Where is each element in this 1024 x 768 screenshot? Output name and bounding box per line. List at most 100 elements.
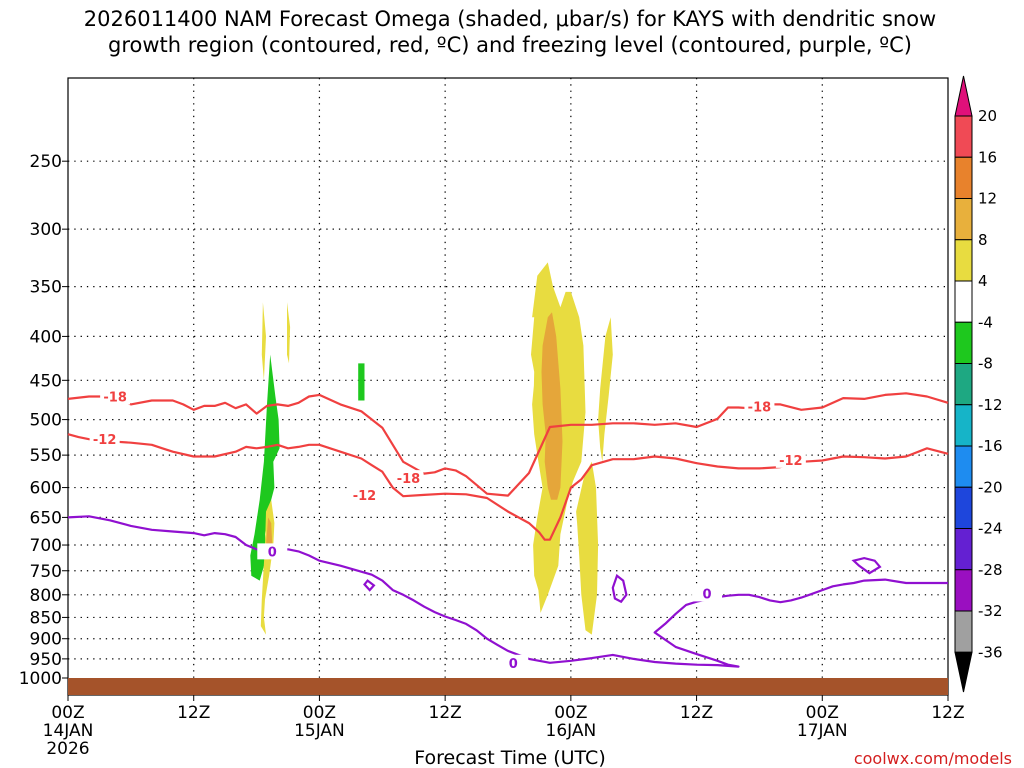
colorbar-segment-7 — [954, 404, 973, 447]
colorbar-label-3: 8 — [978, 231, 988, 249]
contour-label-bg-8 — [692, 585, 723, 602]
omega-region-5 — [541, 312, 563, 500]
colorbar-segment-3 — [954, 239, 973, 282]
contour-label-6: 0 — [268, 545, 277, 560]
contour-label-bg-3 — [349, 486, 380, 503]
contour-label-bg-6 — [257, 543, 288, 560]
x-tick-date-48: 16JAN — [546, 721, 597, 741]
y-tick-label-850: 850 — [30, 608, 62, 628]
colorbar-segment-12 — [954, 610, 973, 653]
y-tick-label-600: 600 — [30, 479, 62, 499]
omega-region-4 — [598, 317, 613, 462]
x-tick-date-24: 15JAN — [294, 721, 345, 741]
y-tick-label-1000: 1000 — [19, 669, 62, 689]
x-tick-date-72: 17JAN — [797, 721, 848, 741]
colorbar-label-8: -16 — [978, 437, 1003, 455]
colorbar-segment-10 — [954, 528, 973, 571]
contour-label-bg-7 — [498, 654, 529, 671]
y-tick-label-650: 650 — [30, 508, 62, 528]
x-tick-time-12: 12Z — [177, 703, 210, 723]
y-tick-label-900: 900 — [30, 630, 62, 650]
credit-text: coolwx.com/models — [854, 749, 1012, 768]
colorbar-label-12: -32 — [978, 602, 1003, 620]
colorbar-segment-0 — [954, 115, 973, 158]
colorbar-label-1: 16 — [978, 148, 997, 166]
colorbar-segment-11 — [954, 569, 973, 612]
y-tick-label-350: 350 — [30, 278, 62, 298]
x-tick-time-72: 00Z — [806, 703, 839, 723]
colorbar: 20 16 12 8 4 -4 -8 -12 -16 -20 -24 -28 -32 -36 — [954, 75, 1003, 693]
contour-label-4: -18 — [748, 401, 772, 416]
contour-label-1: -12 — [93, 433, 117, 448]
contour-label-3: -12 — [353, 489, 377, 504]
contour-line-1 — [67, 433, 949, 541]
omega-region-0 — [250, 354, 280, 581]
x-tick-time-24: 00Z — [303, 703, 336, 723]
colorbar-label-6: -8 — [978, 355, 993, 373]
colorbar-label-7: -12 — [978, 396, 1003, 414]
x-tick-time-0: 00Z — [51, 703, 84, 723]
contour-label-bg-1 — [89, 431, 120, 448]
contour-label-bg-2 — [393, 470, 424, 487]
y-tick-label-800: 800 — [30, 586, 62, 606]
y-tick-label-300: 300 — [30, 220, 62, 240]
x-tick-time-60: 12Z — [680, 703, 713, 723]
freezing-loop-1 — [611, 573, 628, 604]
contour-label-8: 0 — [703, 587, 712, 602]
x-tick-date-0: 14JAN — [43, 721, 94, 741]
omega-region-1 — [358, 363, 365, 401]
y-tick-label-700: 700 — [30, 536, 62, 556]
omega-region-3 — [576, 461, 599, 635]
contour-label-bg-5 — [775, 451, 806, 468]
x-tick-year-0: 2026 — [46, 739, 89, 759]
omega-region-9 — [287, 302, 291, 364]
plot-frame — [67, 77, 949, 696]
freezing-loop-2 — [851, 556, 882, 575]
colorbar-segment-8 — [954, 445, 973, 488]
x-tick-time-84: 12Z — [931, 703, 964, 723]
x-axis-label: Forecast Time (UTC) — [414, 747, 605, 768]
y-tick-label-250: 250 — [30, 152, 62, 172]
colorbar-label-13: -36 — [978, 643, 1003, 661]
title-line-2: growth region (contoured, red, ºC) and f… — [108, 33, 912, 57]
colorbar-label-10: -24 — [978, 520, 1003, 538]
contour-label-bg-0 — [100, 388, 131, 405]
contour-label-2: -18 — [397, 472, 421, 487]
colorbar-label-4: 4 — [978, 272, 988, 290]
omega-shading — [250, 262, 613, 635]
y-tick-label-550: 550 — [30, 446, 62, 466]
title-line-1: 2026011400 NAM Forecast Omega (shaded, μ… — [84, 7, 936, 31]
y-tick-label-950: 950 — [30, 650, 62, 670]
colorbar-label-2: 12 — [978, 190, 997, 208]
omega-region-8 — [261, 302, 266, 381]
chart-title: 2026011400 NAM Forecast Omega (shaded, μ… — [84, 7, 936, 57]
x-tick-time-36: 12Z — [429, 703, 462, 723]
colorbar-segment-2 — [954, 198, 973, 241]
y-tick-label-500: 500 — [30, 411, 62, 431]
y-tick-label-400: 400 — [30, 327, 62, 347]
colorbar-label-0: 20 — [978, 107, 997, 125]
y-tick-label-450: 450 — [30, 371, 62, 391]
contour-label-7: 0 — [509, 657, 518, 672]
y-tick-label-750: 750 — [30, 562, 62, 582]
colorbar-segment-9 — [954, 486, 973, 529]
colorbar-top-arrow — [954, 75, 973, 117]
contour-label-0: -18 — [103, 391, 127, 406]
ground-terrain — [68, 678, 948, 695]
colorbar-segment-6 — [954, 363, 973, 406]
colorbar-bottom-arrow — [954, 651, 973, 693]
colorbar-label-9: -20 — [978, 478, 1003, 496]
colorbar-label-5: -4 — [978, 313, 993, 331]
contour-label-bg-4 — [744, 398, 775, 415]
contour-label-5: -12 — [779, 454, 803, 469]
x-tick-time-48: 00Z — [554, 703, 587, 723]
colorbar-segment-4 — [954, 280, 973, 323]
colorbar-segment-1 — [954, 156, 973, 199]
y-axis-ticks: 2503003504004505005506006507007508008509… — [19, 152, 68, 689]
colorbar-label-11: -28 — [978, 561, 1003, 579]
freezing-loop-0 — [363, 579, 376, 592]
colorbar-segment-5 — [954, 321, 973, 364]
contour-labels: -18 -12 -18 -12 -18 -12 0 0 0 — [89, 388, 806, 672]
